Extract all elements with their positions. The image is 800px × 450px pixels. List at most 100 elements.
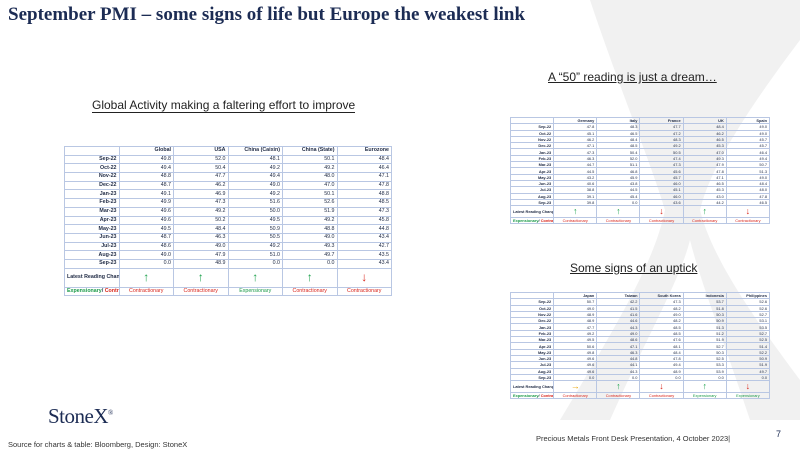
status-row: Expensionary/ ContractionaryContractiona… — [64, 286, 392, 297]
table-row: Mar-23 49.6 49.2 50.0 51.9 47.3 — [64, 206, 392, 217]
status-cell: Contractionary — [282, 286, 338, 297]
arrow-down-icon: ↓ — [639, 205, 684, 219]
value-cell: 49.7 — [725, 367, 771, 375]
value-cell: 47.1 — [336, 172, 392, 182]
logo-registered-mark: ® — [108, 409, 113, 417]
value-cell: 47.7 — [173, 172, 229, 182]
value-cell: 49.0 — [118, 250, 174, 260]
column-header: China (State) — [282, 146, 338, 156]
change-label: Latest Reading Change — [509, 380, 555, 394]
value-cell: 49.8 — [118, 154, 174, 165]
legend-contractionary: Contractionary — [540, 393, 554, 399]
row-label: Aug-23 — [64, 250, 120, 260]
row-label: Jun-23 — [64, 232, 120, 243]
arrow-up-icon: ↑ — [682, 205, 727, 219]
table-row: Oct-22 49.0 41.5 48.2 51.8 52.6 — [509, 304, 771, 312]
value-cell: 48.4 — [173, 224, 229, 234]
value-cell: 53.5 — [725, 323, 771, 331]
europe-pmi-table: Germany Italy France UK Spain Sep-22 47.8 48.3 4… — [509, 116, 771, 225]
table-row: Feb-23 49.2 49.0 48.5 51.2 52.7 — [509, 329, 771, 338]
change-row: Latest Reading Change↑↑↑↑↓ — [64, 267, 392, 288]
value-cell: 48.5 — [336, 198, 392, 208]
value-cell: 49.5 — [118, 224, 174, 234]
europe-subtitle: A “50” reading is just a dream… — [548, 70, 717, 84]
logo-text: StoneX — [48, 404, 109, 428]
value-cell: 50.1 — [282, 189, 338, 200]
change-row: Latest Reading Change → ↑ ↓ ↑ ↓ — [509, 380, 771, 394]
table-row: Apr-23 49.6 50.2 49.5 49.2 45.8 — [64, 215, 392, 226]
change-label: Latest Reading Change — [509, 205, 555, 219]
value-cell: 43.5 — [336, 250, 392, 260]
table-row: May-23 49.5 48.4 50.9 48.8 44.8 — [64, 224, 392, 234]
table-row: Dec-22 48.7 46.2 49.0 47.0 47.8 — [64, 180, 392, 191]
table-row: Apr-23 50.6 47.1 48.1 52.7 51.4 — [509, 342, 771, 350]
row-label: Mar-23 — [64, 206, 120, 217]
column-header: Global — [118, 146, 174, 156]
value-cell: 48.8 — [118, 172, 174, 182]
row-label: Apr-23 — [64, 215, 120, 226]
value-cell: 49.5 — [227, 215, 283, 226]
value-cell: 51.4 — [725, 342, 771, 350]
value-cell: 46.4 — [336, 163, 392, 174]
status-cell: Contractionary — [118, 286, 174, 297]
legend-separator: / — [538, 218, 541, 224]
table-row: May-23 49.8 46.3 48.4 50.3 52.2 — [509, 348, 771, 356]
value-cell: 49.2 — [227, 163, 283, 174]
global-pmi-table: Global USA China (Caixin) China (State) Euro… — [64, 146, 392, 297]
column-header: USA — [173, 146, 229, 156]
table-row: Jul-23 49.6 44.1 49.4 53.3 51.9 — [509, 361, 771, 369]
value-cell: 47.8 — [336, 180, 392, 191]
value-cell: 52.7 — [725, 329, 771, 338]
arrow-up-icon: ↑ — [553, 205, 598, 219]
slide-title: September PMI – some signs of life but E… — [8, 4, 526, 25]
value-cell: 47.3 — [336, 206, 392, 217]
value-cell: 49.7 — [282, 250, 338, 260]
value-cell: 46.9 — [173, 189, 229, 200]
value-cell: 49.2 — [282, 163, 338, 174]
value-cell: 50.5 — [227, 232, 283, 243]
row-label: Feb-23 — [64, 198, 120, 208]
status-cell: Contractionary — [682, 217, 727, 225]
value-cell: 48.1 — [227, 154, 283, 165]
status-row: Expensionary/ ContractionaryContractiona… — [509, 217, 771, 225]
arrow-up-icon: ↑ — [118, 267, 174, 288]
value-cell: 52.6 — [725, 304, 771, 312]
table-row: Sep-23 0.0 0.0 0.0 0.0 0.0 — [509, 373, 771, 382]
table-row: Sep-23 39.8 0.0 43.6 44.2 46.5 — [509, 198, 771, 207]
value-cell: 50.2 — [173, 215, 229, 226]
status-row: Expensionary/ ContractionaryContractiona… — [509, 392, 771, 400]
value-cell: 48.9 — [173, 258, 229, 269]
value-cell: 50.9 — [725, 354, 771, 363]
table-row: Sep-22 50.7 42.2 47.3 53.7 52.6 — [509, 298, 771, 306]
arrow-up-icon: ↑ — [596, 380, 641, 394]
value-cell: 49.2 — [227, 241, 283, 252]
row-label: Dec-22 — [64, 180, 120, 191]
value-cell: 52.6 — [725, 298, 771, 306]
row-label: Nov-22 — [64, 172, 120, 182]
header-row: Germany Italy France UK Spain — [509, 116, 771, 125]
row-label: Oct-22 — [64, 163, 120, 174]
value-cell: 43.4 — [336, 258, 392, 269]
status-cell: Contractionary — [596, 217, 641, 225]
table-row: Dec-22 48.9 44.6 48.2 50.9 53.1 — [509, 317, 771, 325]
arrow-up-icon: ↑ — [682, 380, 727, 394]
value-cell: 51.6 — [227, 198, 283, 208]
global-subtitle: Global Activity making a faltering effor… — [92, 98, 356, 113]
table-row: Aug-23 49.0 47.9 51.0 49.7 43.5 — [64, 250, 392, 260]
header-corner-cell — [64, 146, 120, 156]
value-cell: 49.0 — [227, 180, 283, 191]
value-cell: 49.0 — [173, 241, 229, 252]
status-cell: Contractionary — [173, 286, 229, 297]
column-header: Eurozone — [336, 146, 392, 156]
legend-separator: / — [101, 287, 105, 294]
table-row: Jul-23 48.6 49.0 49.2 49.3 42.7 — [64, 241, 392, 252]
status-cell: Contractionary — [336, 286, 392, 297]
value-cell: 48.4 — [336, 154, 392, 165]
column-header: Spain — [725, 116, 771, 125]
header-row: Global USA China (Caixin) China (State) Euro… — [64, 146, 392, 156]
table-row: Feb-23 49.9 47.3 51.6 52.6 48.5 — [64, 198, 392, 208]
status-cell: Contractionary — [553, 392, 598, 400]
value-cell: 50.4 — [173, 163, 229, 174]
value-cell: 48.6 — [118, 241, 174, 252]
arrow-up-icon: ↑ — [173, 267, 229, 288]
